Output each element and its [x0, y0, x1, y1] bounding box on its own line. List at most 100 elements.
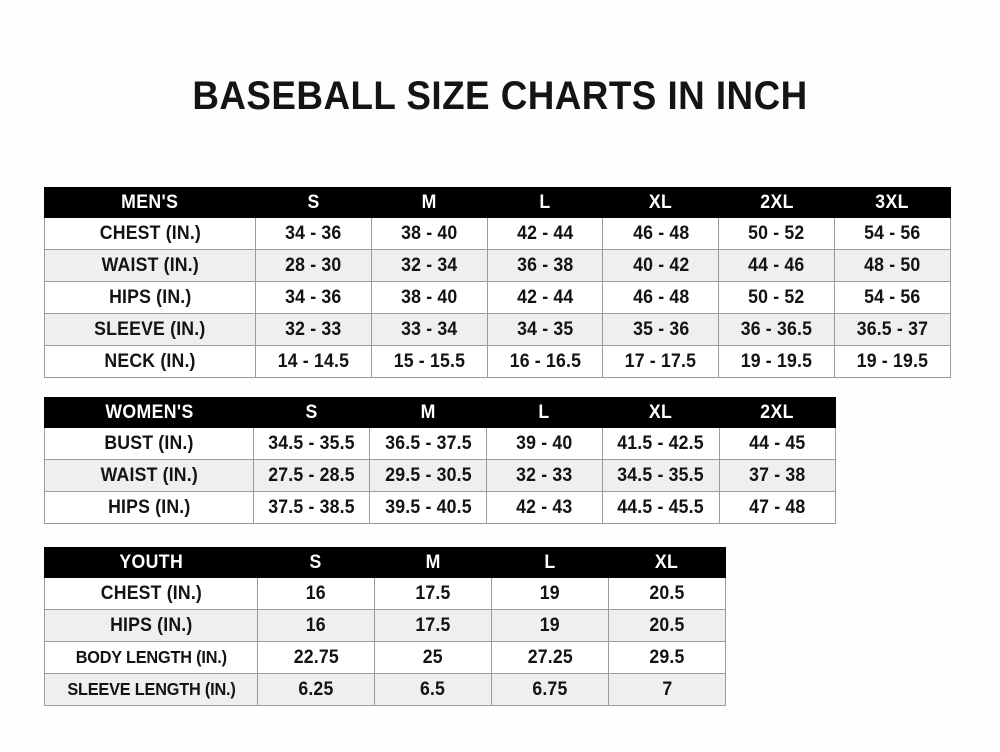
womens-size-header-s: S	[252, 397, 371, 428]
table-row: HIPS (IN.) 34 - 36 38 - 40 42 - 44 46 - 48 50…	[44, 281, 951, 314]
table-row: WAIST (IN.) 27.5 - 28.5 29.5 - 30.5 32 - 33…	[44, 459, 836, 492]
mens-row-label: HIPS (IN.)	[44, 281, 256, 314]
youth-size-table: YOUTH S M L XL CHEST (IN.) 16 17.5 19 20.5 HIPS (…	[44, 547, 726, 706]
womens-cell: 41.5 - 42.5	[602, 427, 720, 460]
womens-size-header-l: L	[485, 397, 604, 428]
womens-cell: 39 - 40	[485, 427, 604, 460]
womens-cell: 47 - 48	[718, 491, 836, 524]
table-row: CHEST (IN.) 16 17.5 19 20.5	[44, 577, 726, 610]
mens-cell: 42 - 44	[486, 217, 604, 250]
youth-cell: 17.5	[374, 609, 492, 642]
womens-size-table: WOMEN'S S M L XL 2XL BUST (IN.) 34.5 - 35.5 36.…	[44, 397, 836, 524]
womens-table-body: BUST (IN.) 34.5 - 35.5 36.5 - 37.5 39 - 40 4…	[44, 427, 836, 524]
mens-cell: 19 - 19.5	[833, 345, 951, 378]
womens-table-head: WOMEN'S S M L XL 2XL	[44, 397, 836, 428]
mens-cell: 34 - 36	[255, 217, 372, 250]
womens-size-header-xl: XL	[602, 397, 720, 428]
mens-header-row: MEN'S S M L XL 2XL 3XL	[44, 187, 951, 218]
youth-cell: 16	[257, 609, 375, 642]
youth-cell: 20.5	[608, 577, 726, 610]
mens-cell: 34 - 35	[486, 313, 604, 346]
mens-cell: 50 - 52	[718, 217, 835, 250]
mens-cell: 17 - 17.5	[602, 345, 720, 378]
mens-cell: 33 - 34	[370, 313, 488, 346]
mens-size-header-s: S	[255, 187, 372, 218]
table-row: SLEEVE (IN.) 32 - 33 33 - 34 34 - 35 35 - 36…	[44, 313, 951, 346]
mens-cell: 28 - 30	[255, 249, 372, 282]
mens-cell: 38 - 40	[370, 281, 488, 314]
womens-cell: 36.5 - 37.5	[369, 427, 487, 460]
mens-row-label: SLEEVE (IN.)	[44, 313, 256, 346]
table-row: HIPS (IN.) 16 17.5 19 20.5	[44, 609, 726, 642]
mens-cell: 38 - 40	[370, 217, 488, 250]
mens-cell: 50 - 52	[718, 281, 835, 314]
mens-cell: 46 - 48	[602, 281, 720, 314]
youth-cell: 19	[491, 609, 609, 642]
womens-cell: 39.5 - 40.5	[369, 491, 487, 524]
youth-size-header-l: L	[491, 547, 609, 578]
womens-row-label: BUST (IN.)	[44, 427, 254, 460]
youth-cell: 20.5	[608, 609, 726, 642]
mens-header-label: MEN'S	[44, 187, 256, 218]
mens-row-label: CHEST (IN.)	[44, 217, 256, 250]
mens-cell: 14 - 14.5	[255, 345, 372, 378]
youth-header-label: YOUTH	[44, 547, 258, 578]
womens-row-label: WAIST (IN.)	[44, 459, 254, 492]
table-row: BUST (IN.) 34.5 - 35.5 36.5 - 37.5 39 - 40 4…	[44, 427, 836, 460]
mens-cell: 54 - 56	[833, 217, 951, 250]
mens-cell: 16 - 16.5	[486, 345, 604, 378]
womens-cell: 32 - 33	[485, 459, 604, 492]
womens-cell: 34.5 - 35.5	[602, 459, 720, 492]
womens-row-label: HIPS (IN.)	[44, 491, 254, 524]
mens-cell: 32 - 33	[255, 313, 372, 346]
youth-cell: 25	[374, 641, 492, 674]
youth-header-row: YOUTH S M L XL	[44, 547, 726, 578]
youth-cell: 29.5	[608, 641, 726, 674]
mens-cell: 54 - 56	[833, 281, 951, 314]
mens-table-head: MEN'S S M L XL 2XL 3XL	[44, 187, 951, 218]
youth-cell: 19	[491, 577, 609, 610]
womens-size-header-2xl: 2XL	[718, 397, 836, 428]
mens-cell: 40 - 42	[602, 249, 720, 282]
mens-row-label: WAIST (IN.)	[44, 249, 256, 282]
womens-cell: 27.5 - 28.5	[252, 459, 371, 492]
youth-table-body: CHEST (IN.) 16 17.5 19 20.5 HIPS (IN.) 16 17.5 1…	[44, 577, 726, 706]
youth-row-label: HIPS (IN.)	[44, 609, 258, 642]
womens-cell: 42 - 43	[485, 491, 604, 524]
mens-cell: 36 - 38	[486, 249, 604, 282]
youth-table-head: YOUTH S M L XL	[44, 547, 726, 578]
mens-row-label: NECK (IN.)	[44, 345, 256, 378]
mens-size-header-2xl: 2XL	[718, 187, 835, 218]
youth-size-header-xl: XL	[608, 547, 726, 578]
womens-header-label: WOMEN'S	[44, 397, 254, 428]
youth-cell: 27.25	[491, 641, 609, 674]
womens-header-row: WOMEN'S S M L XL 2XL	[44, 397, 836, 428]
youth-cell: 22.75	[257, 641, 375, 674]
mens-table-body: CHEST (IN.) 34 - 36 38 - 40 42 - 44 46 - 48 5…	[44, 217, 951, 378]
mens-size-header-xl: XL	[602, 187, 720, 218]
table-row: CHEST (IN.) 34 - 36 38 - 40 42 - 44 46 - 48 5…	[44, 217, 951, 250]
table-row: SLEEVE LENGTH (IN.) 6.25 6.5 6.75 7	[44, 673, 726, 706]
mens-size-header-3xl: 3XL	[833, 187, 951, 218]
mens-cell: 44 - 46	[718, 249, 835, 282]
table-row: HIPS (IN.) 37.5 - 38.5 39.5 - 40.5 42 - 43 4…	[44, 491, 836, 524]
youth-cell: 17.5	[374, 577, 492, 610]
youth-size-header-m: M	[374, 547, 492, 578]
womens-cell: 29.5 - 30.5	[369, 459, 487, 492]
table-row: NECK (IN.) 14 - 14.5 15 - 15.5 16 - 16.5 17 …	[44, 345, 951, 378]
mens-cell: 42 - 44	[486, 281, 604, 314]
mens-cell: 15 - 15.5	[370, 345, 488, 378]
page-title: BASEBALL SIZE CHARTS IN INCH	[192, 74, 808, 118]
womens-size-header-m: M	[369, 397, 487, 428]
mens-cell: 34 - 36	[255, 281, 372, 314]
youth-cell: 6.25	[257, 673, 375, 706]
youth-row-label: CHEST (IN.)	[44, 577, 258, 610]
table-row: BODY LENGTH (IN.) 22.75 25 27.25 29.5	[44, 641, 726, 674]
youth-cell: 7	[608, 673, 726, 706]
mens-cell: 36 - 36.5	[718, 313, 835, 346]
womens-cell: 44 - 45	[718, 427, 836, 460]
womens-cell: 37 - 38	[718, 459, 836, 492]
mens-cell: 32 - 34	[370, 249, 488, 282]
womens-cell: 44.5 - 45.5	[602, 491, 720, 524]
